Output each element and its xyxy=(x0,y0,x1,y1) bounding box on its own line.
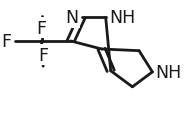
Text: NH: NH xyxy=(109,9,135,27)
Text: N: N xyxy=(65,9,78,27)
Text: F: F xyxy=(38,46,48,64)
Text: NH: NH xyxy=(156,63,182,81)
Text: F: F xyxy=(1,33,11,50)
Text: F: F xyxy=(36,19,46,37)
